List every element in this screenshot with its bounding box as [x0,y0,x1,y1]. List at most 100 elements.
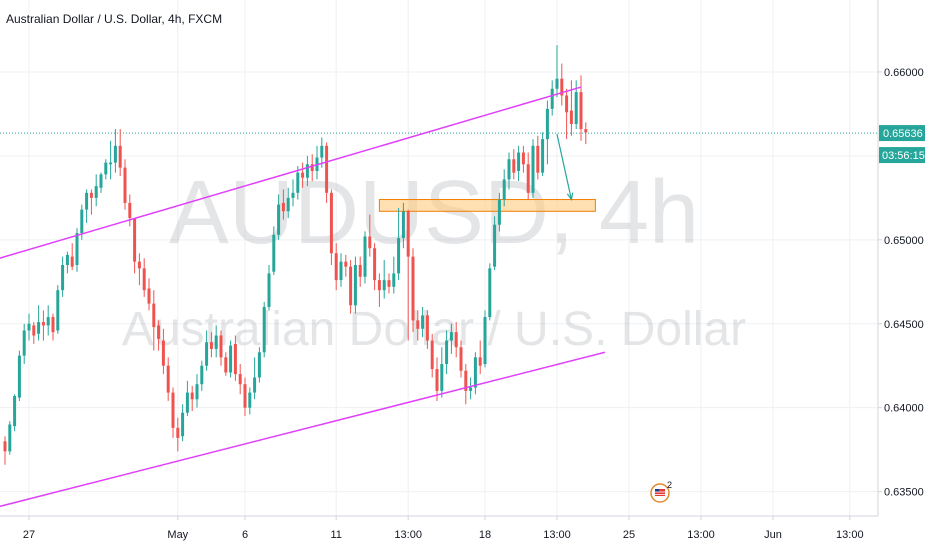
candle[interactable] [272,226,276,276]
channel-lines[interactable] [0,86,606,508]
candle[interactable] [397,207,401,281]
candle[interactable] [267,265,271,311]
candle[interactable] [459,340,463,378]
candle[interactable] [109,140,113,180]
candle[interactable] [286,187,290,218]
candle[interactable] [118,129,122,177]
candle[interactable] [550,80,554,116]
candle[interactable] [401,202,405,249]
candle[interactable] [152,290,156,351]
candle[interactable] [406,209,410,341]
candle[interactable] [517,145,521,182]
candle[interactable] [190,385,194,412]
candle[interactable] [56,285,60,334]
candle[interactable] [281,189,285,220]
candle[interactable] [262,301,266,358]
candle[interactable] [243,377,247,417]
candle[interactable] [541,132,545,177]
candle[interactable] [521,145,525,173]
time-axis[interactable]: 27 May 6 11 13:00 18 13:00 25 13:00 Jun 13:00 [23,516,864,541]
candle[interactable] [565,88,569,140]
candles[interactable] [3,45,588,465]
candle[interactable] [310,154,314,182]
supply-zone[interactable] [378,199,596,212]
candle[interactable] [219,330,223,366]
candle[interactable] [22,323,26,365]
candle[interactable] [421,306,425,338]
candle[interactable] [200,360,204,391]
candle[interactable] [387,273,391,294]
candle[interactable] [469,377,473,400]
candle[interactable] [123,159,127,210]
candle[interactable] [291,179,295,207]
candle[interactable] [478,340,482,375]
candle[interactable] [526,152,530,200]
candle[interactable] [113,129,117,173]
candle[interactable] [147,278,151,311]
candle[interactable] [512,149,516,180]
candle[interactable] [373,243,377,291]
candle[interactable] [334,243,338,291]
candle[interactable] [416,310,420,341]
candle[interactable] [430,333,434,378]
candle[interactable] [536,135,540,180]
candle[interactable] [507,152,511,190]
candle[interactable] [205,330,209,371]
candle[interactable] [171,387,175,438]
candle[interactable] [224,352,228,376]
candle[interactable] [61,256,65,297]
candle[interactable] [339,253,343,287]
candle[interactable] [209,332,213,358]
candle[interactable] [277,194,281,240]
candle[interactable] [133,218,137,274]
candle[interactable] [464,364,468,405]
flag-badge-icon[interactable] [650,483,670,503]
candle[interactable] [37,305,41,341]
candle[interactable] [301,162,305,188]
candle[interactable] [445,330,449,375]
candle[interactable] [27,313,31,341]
candle[interactable] [488,263,492,321]
candle[interactable] [382,259,386,299]
candle[interactable] [502,169,506,207]
candle[interactable] [157,320,161,351]
candle[interactable] [454,322,458,358]
candle[interactable] [248,387,252,415]
candle[interactable] [70,243,74,271]
candle[interactable] [41,310,45,341]
candle[interactable] [368,214,372,257]
candle[interactable] [89,189,93,215]
candle[interactable] [85,189,89,224]
candle[interactable] [257,347,261,383]
candle[interactable] [161,328,165,375]
candle[interactable] [8,421,12,455]
channel-upper-line[interactable] [0,86,582,259]
candle[interactable] [46,305,50,336]
candle[interactable] [214,325,218,358]
candle[interactable] [195,374,199,408]
candle[interactable] [13,394,17,432]
candle[interactable] [296,165,300,200]
candle[interactable] [253,357,257,400]
candle[interactable] [181,404,185,442]
candle[interactable] [128,194,132,227]
candle[interactable] [185,380,189,417]
candle[interactable] [344,254,348,277]
candle[interactable] [449,323,453,354]
candle[interactable] [440,347,444,398]
candle[interactable] [104,159,108,180]
candle[interactable] [65,251,69,274]
candle[interactable] [233,335,237,381]
candle[interactable] [579,75,583,141]
candle[interactable] [32,322,36,344]
candle[interactable] [94,174,98,207]
candle[interactable] [166,357,170,401]
candle[interactable] [435,357,439,401]
candle[interactable] [555,45,559,98]
symbol-title[interactable]: Australian Dollar / U.S. Dollar, 4h, FXC… [6,12,223,26]
projection-arrow[interactable] [556,133,574,202]
candle[interactable] [305,155,309,187]
candle[interactable] [329,189,333,265]
